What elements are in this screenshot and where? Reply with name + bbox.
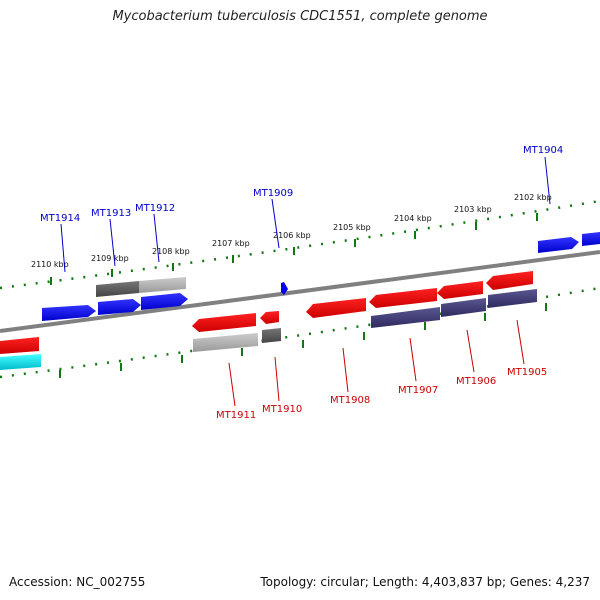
gene-MT1905-arrow[interactable]	[486, 271, 533, 290]
major-ticks	[50, 213, 547, 378]
gene-label-MT1905[interactable]: MT1905	[507, 367, 547, 378]
upper-tick-track	[0, 199, 600, 290]
feature-cyan-left-edge	[0, 354, 41, 370]
gene-MT1904-arrow-a[interactable]	[538, 237, 579, 253]
gene-MT1907-arrow[interactable]	[369, 288, 437, 308]
kbp-label-2104: 2104 kbp	[394, 214, 432, 223]
gene-MT1909-arrow[interactable]	[281, 282, 288, 295]
kbp-label-2105: 2105 kbp	[333, 223, 371, 232]
map-title: Mycobacterium tuberculosis CDC1551, comp…	[112, 9, 488, 24]
genome-summary-text: Topology: circular; Length: 4,403,837 bp…	[260, 575, 590, 589]
forward-label-leaders	[60, 156, 551, 273]
feature-dark-gray-upper	[96, 281, 139, 297]
gene-label-MT1912[interactable]: MT1912	[135, 203, 175, 214]
reverse-label-leaders	[228, 319, 525, 407]
feature-light-gray-upper	[139, 277, 186, 293]
feature-navy-MT1906	[441, 298, 486, 317]
feature-navy-MT1907	[371, 307, 440, 328]
kbp-label-2108: 2108 kbp	[152, 247, 190, 256]
gene-label-MT1909[interactable]: MT1909	[253, 188, 293, 199]
kbp-label-2107: 2107 kbp	[212, 239, 250, 248]
gene-label-MT1913[interactable]: MT1913	[91, 208, 131, 219]
gene-MT1912-arrow[interactable]	[141, 293, 188, 310]
gene-MT1914-arrow[interactable]	[42, 305, 96, 321]
kbp-label-2103: 2103 kbp	[454, 205, 492, 214]
accession-text: Accession: NC_002755	[9, 575, 146, 589]
gene-label-MT1910[interactable]: MT1910	[262, 404, 302, 415]
feature-dark-gray-lower	[262, 328, 281, 343]
gene-label-MT1907[interactable]: MT1907	[398, 385, 438, 396]
gene-label-MT1908[interactable]: MT1908	[330, 395, 370, 406]
gene-label-MT1906[interactable]: MT1906	[456, 376, 496, 387]
gene-MT1906-arrow[interactable]	[437, 281, 483, 299]
kbp-label-2102: 2102 kbp	[514, 193, 552, 202]
gene-label-MT1914[interactable]: MT1914	[40, 213, 80, 224]
gene-MT1904-arrow-b[interactable]	[582, 232, 600, 246]
genome-backbone	[0, 250, 600, 333]
gene-MT1911-arrow[interactable]	[192, 313, 256, 332]
gene-MT1908-arrow[interactable]	[306, 298, 366, 318]
gene-MT1913-arrow[interactable]	[98, 299, 141, 315]
gene-MT1910-arrow[interactable]	[260, 311, 279, 324]
kbp-label-2106: 2106 kbp	[273, 231, 311, 240]
kbp-label-2109: 2109 kbp	[91, 254, 129, 263]
gene-label-MT1904[interactable]: MT1904	[523, 145, 563, 156]
lower-tick-track	[0, 286, 600, 379]
kbp-label-2110: 2110 kbp	[31, 260, 69, 269]
gene-label-MT1911[interactable]: MT1911	[216, 410, 256, 421]
feature-gray-lower	[193, 333, 258, 352]
feature-navy-MT1905	[488, 289, 537, 308]
gene-reverse-left-edge	[0, 337, 39, 354]
